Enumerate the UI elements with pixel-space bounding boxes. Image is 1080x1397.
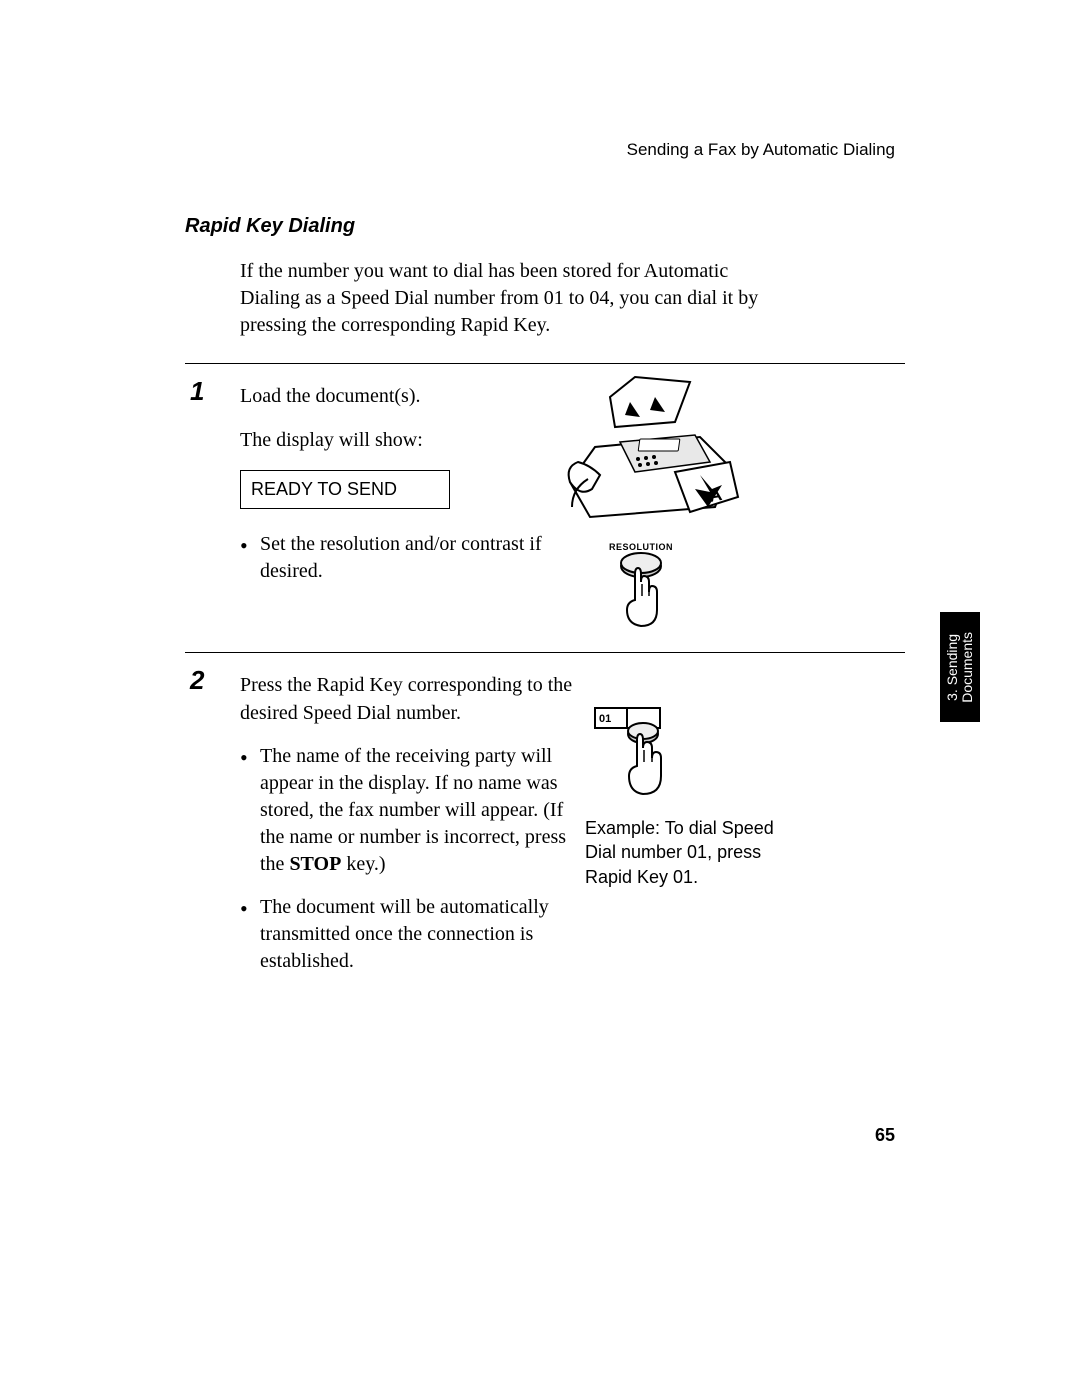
tab-line1: 3. Sending (944, 634, 960, 701)
step1-bullet: Set the resolution and/or contrast if de… (240, 531, 580, 585)
fax-machine-icon: A (560, 367, 760, 542)
step-body: Load the document(s). The display will s… (240, 382, 580, 585)
step2-bullet1: The name of the receiving party will app… (240, 743, 580, 878)
step2-line1: Press the Rapid Key corresponding to the… (240, 671, 580, 727)
step2-bullet2: The document will be automatically trans… (240, 894, 580, 975)
manual-page: Sending a Fax by Automatic Dialing Rapid… (185, 140, 905, 991)
step-number: 1 (190, 376, 204, 407)
step-body: Press the Rapid Key corresponding to the… (240, 671, 580, 975)
step-1: 1 Load the document(s). The display will… (185, 382, 905, 652)
tab-line2: Documents (959, 632, 975, 703)
lcd-display: READY TO SEND (240, 470, 450, 509)
rapid-key-icon: 01 (585, 706, 675, 811)
step1-line1: Load the document(s). (240, 382, 580, 410)
step-number: 2 (190, 665, 204, 696)
running-header: Sending a Fax by Automatic Dialing (185, 140, 905, 160)
section-heading: Rapid Key Dialing (185, 215, 905, 238)
page-number: 65 (875, 1125, 895, 1146)
divider (185, 652, 905, 653)
step-2: 2 Press the Rapid Key corresponding to t… (185, 671, 905, 975)
step1-line2: The display will show: (240, 426, 580, 454)
divider (185, 363, 905, 364)
intro-paragraph: If the number you want to dial has been … (240, 258, 790, 339)
resolution-label: RESOLUTION (605, 542, 677, 552)
example-caption: Example: To dial Speed Dial number 01, p… (585, 816, 805, 889)
key-label-text: 01 (599, 713, 611, 725)
chapter-tab: 3. Sending Documents (940, 612, 980, 722)
resolution-button-icon: RESOLUTION (605, 542, 677, 637)
